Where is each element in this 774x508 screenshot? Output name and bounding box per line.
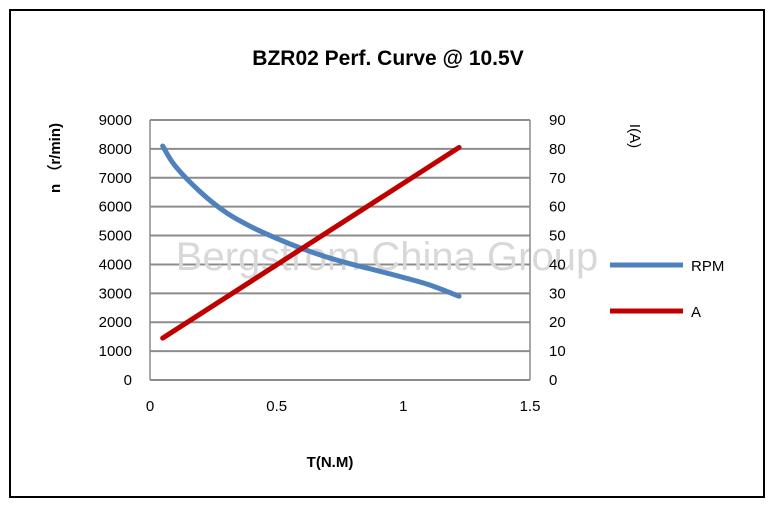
y2-tick-label: 70 bbox=[549, 170, 566, 187]
y-tick-label: 5000 bbox=[99, 228, 132, 245]
y-tick-label: 2000 bbox=[99, 314, 132, 331]
y2-tick-label: 60 bbox=[549, 199, 566, 216]
plot-area bbox=[149, 120, 531, 380]
y2-tick-label: 10 bbox=[549, 343, 566, 360]
y-axis-label: n （r/min) bbox=[46, 123, 64, 193]
y2-tick-label: 20 bbox=[549, 314, 566, 331]
legend-label-rpm: RPM bbox=[691, 258, 724, 275]
x-tick-label: 0 bbox=[146, 398, 154, 415]
y-tick-label: 9000 bbox=[99, 112, 132, 129]
y-tick-label: 4000 bbox=[99, 256, 132, 273]
y-tick-label: 1000 bbox=[99, 343, 132, 360]
x-axis-ticks: 0 0.5 1 1.5 bbox=[146, 398, 541, 415]
legend-label-a: A bbox=[691, 304, 701, 321]
left-axis-ticks: 0 1000 2000 3000 4000 5000 6000 7000 8000 9000 bbox=[99, 112, 132, 389]
series-line-a bbox=[160, 144, 462, 341]
gridlines bbox=[150, 119, 530, 381]
y2-tick-label: 30 bbox=[549, 285, 566, 302]
chart-title: BZR02 Perf. Curve @ 10.5V bbox=[252, 47, 523, 70]
y2-tick-label: 0 bbox=[549, 372, 557, 389]
y2-tick-label: 40 bbox=[549, 256, 566, 273]
y2-axis-label: I(A) bbox=[626, 124, 643, 148]
series-lines bbox=[160, 143, 462, 341]
y2-tick-label: 80 bbox=[549, 141, 566, 158]
y2-tick-label: 50 bbox=[549, 228, 566, 245]
y-tick-label: 8000 bbox=[99, 141, 132, 158]
y-tick-label: 3000 bbox=[99, 285, 132, 302]
x-tick-label: 0.5 bbox=[266, 398, 287, 415]
y-tick-label: 7000 bbox=[99, 170, 132, 187]
y-tick-label: 6000 bbox=[99, 199, 132, 216]
x-tick-label: 1 bbox=[399, 398, 407, 415]
x-axis-label: T(N.M) bbox=[307, 454, 354, 471]
chart-frame bbox=[9, 9, 765, 498]
y-tick-label: 0 bbox=[124, 372, 132, 389]
right-axis-ticks: 0 10 20 30 40 50 60 70 80 90 bbox=[549, 112, 566, 389]
x-tick-label: 1.5 bbox=[520, 398, 541, 415]
legend: RPM A bbox=[610, 258, 724, 321]
y2-tick-label: 90 bbox=[549, 112, 566, 129]
